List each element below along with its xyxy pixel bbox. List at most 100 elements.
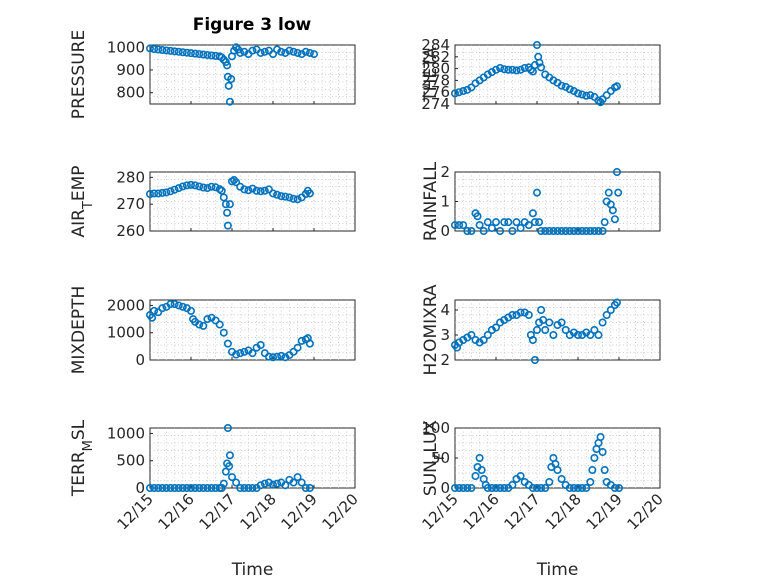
data-point [612, 82, 621, 91]
data-point [219, 193, 228, 202]
x-tick-label: 12/17 [501, 490, 544, 533]
data-point [541, 483, 550, 492]
data-point [545, 477, 554, 486]
data-point [524, 310, 533, 319]
data-point [232, 178, 241, 187]
data-point [586, 330, 595, 339]
data-point [182, 181, 191, 190]
x-tick-label: 12/19 [278, 490, 321, 533]
data-point [508, 480, 517, 489]
data-point [530, 355, 539, 364]
data-point [244, 483, 253, 492]
data-point [154, 308, 163, 317]
y-tick-label: 260 [116, 222, 145, 240]
data-point [158, 304, 167, 313]
data-point [268, 189, 277, 198]
data-point [528, 483, 537, 492]
data-point [289, 478, 298, 487]
data-point [500, 218, 509, 227]
data-point [182, 48, 191, 57]
data-point [281, 48, 290, 57]
data-point [264, 352, 273, 361]
data-point [512, 218, 521, 227]
data-point [211, 183, 220, 192]
y-axis-label: MIXDEPTH [69, 286, 89, 375]
y-tick-label: 274 [421, 95, 450, 113]
data-point [195, 483, 204, 492]
data-point [582, 91, 591, 100]
data-point [277, 351, 286, 360]
data-point [578, 483, 587, 492]
data-point [549, 330, 558, 339]
data-point [191, 483, 200, 492]
data-point [293, 473, 302, 482]
data-point [170, 185, 179, 194]
data-point [260, 479, 269, 488]
data-point [557, 227, 566, 236]
data-point [463, 483, 472, 492]
y-axis-label: RAINFALL [421, 161, 441, 241]
data-point [178, 483, 187, 492]
data-point [532, 188, 541, 197]
data-point [573, 483, 582, 492]
data-point [455, 221, 464, 230]
data-point [528, 209, 537, 218]
y-tick-label: 0 [440, 222, 450, 240]
y-tick-label: 1000 [107, 324, 145, 342]
data-point [537, 227, 546, 236]
y-axis-label: H2OMIXRA [421, 284, 441, 375]
data-point [594, 330, 603, 339]
y-tick-label: 0 [440, 479, 450, 497]
data-point [604, 188, 613, 197]
data-point [166, 187, 175, 196]
data-point [187, 180, 196, 189]
data-point [225, 97, 234, 106]
data-point [225, 200, 234, 209]
data-point [573, 330, 582, 339]
data-point [248, 349, 257, 358]
data-point [223, 61, 232, 70]
subplot-terr-msl: 05001000TERRMSL12/1512/1612/1712/1812/19… [69, 419, 362, 580]
data-point [150, 306, 159, 315]
data-point [459, 87, 468, 96]
data-point [268, 50, 277, 59]
data-point [293, 195, 302, 204]
data-point [561, 325, 570, 334]
data-point [467, 83, 476, 92]
data-point [491, 483, 500, 492]
data-point [289, 347, 298, 356]
data-point [224, 81, 233, 90]
subplot-sun-flux: 050100SUNFLUX12/1512/1612/1712/1812/1912… [419, 419, 667, 580]
data-point [594, 96, 603, 105]
y-axis-label: PRESSURE [69, 30, 89, 119]
data-point [256, 340, 265, 349]
x-tick-label: 12/18 [237, 490, 280, 533]
data-point [248, 46, 257, 55]
data-point [549, 227, 558, 236]
data-point [305, 483, 314, 492]
data-point [264, 478, 273, 487]
data-point [264, 185, 273, 194]
data-point [537, 305, 546, 314]
data-point [614, 188, 623, 197]
y-tick-label: 2 [440, 163, 450, 181]
data-point [170, 47, 179, 56]
data-point [281, 192, 290, 201]
data-point [565, 85, 574, 94]
data-point [508, 227, 517, 236]
data-point [199, 183, 208, 192]
data-point [475, 221, 484, 230]
data-point [195, 182, 204, 191]
data-point [537, 483, 546, 492]
data-point [541, 227, 550, 236]
data-point [305, 339, 314, 348]
data-point [553, 227, 562, 236]
data-point [610, 483, 619, 492]
data-point [612, 298, 621, 307]
data-point [500, 65, 509, 74]
data-point [293, 48, 302, 57]
